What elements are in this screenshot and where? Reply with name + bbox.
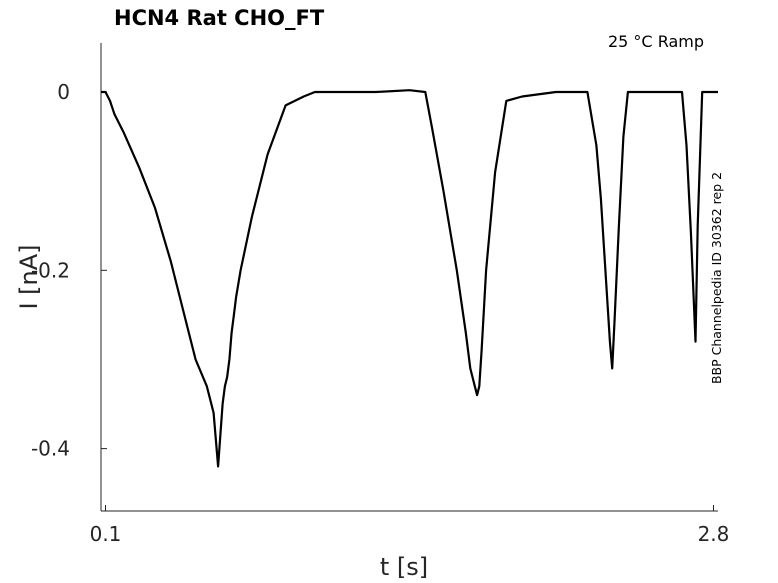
y-tick-label: -0.2 (31, 258, 70, 282)
y-tick-label: -0.4 (31, 437, 70, 461)
y-tick-label: 0 (57, 80, 70, 104)
chart-title: HCN4 Rat CHO_FT (114, 6, 325, 30)
x-ticks: 0.1 2.8 (90, 505, 730, 546)
current-traces (101, 89, 718, 468)
x-tick-label: 2.8 (698, 522, 730, 546)
channelpedia-id-label: BBP Channelpedia ID 30362 rep 2 (709, 172, 724, 384)
condition-annotation: 25 °C Ramp (608, 32, 704, 51)
y-ticks: 0 -0.2 -0.4 (31, 80, 107, 461)
y-axis-label: I [nA] (15, 244, 43, 309)
series-line-1 (101, 89, 718, 468)
x-axis-label: t [s] (380, 553, 428, 581)
x-tick-label: 0.1 (90, 522, 122, 546)
axes (100, 43, 718, 512)
